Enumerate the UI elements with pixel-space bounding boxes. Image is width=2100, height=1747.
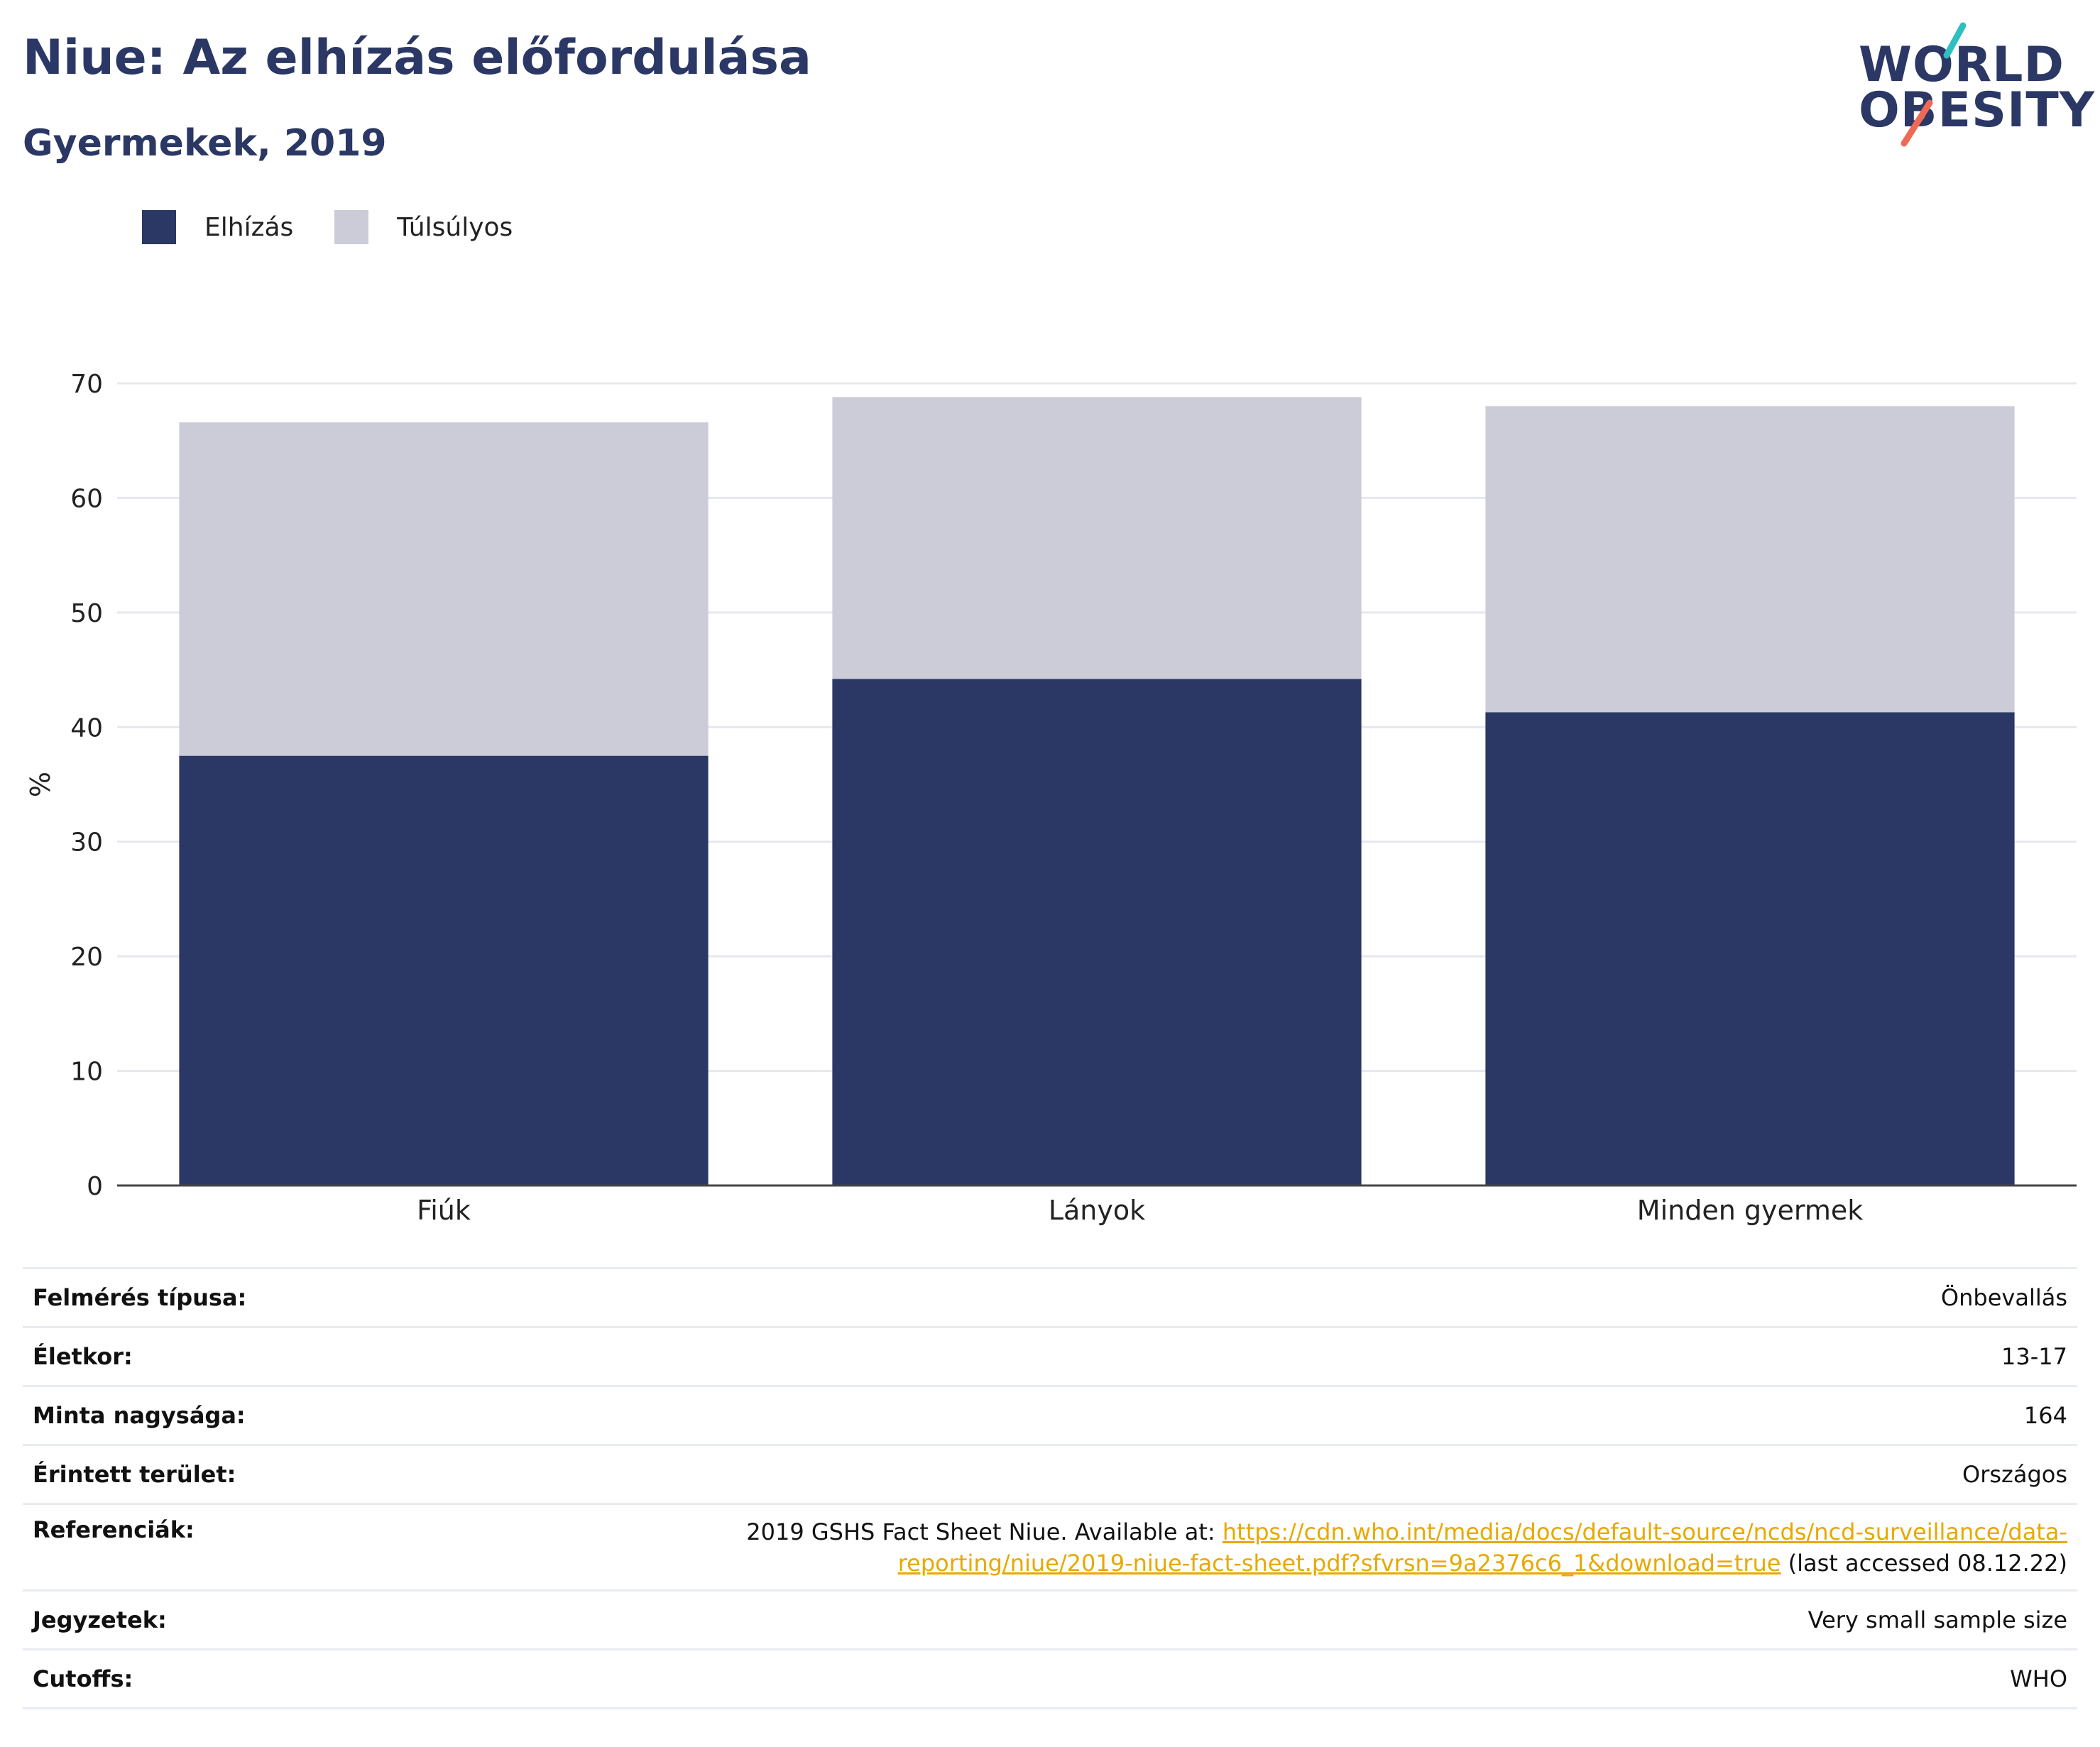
reference-link[interactable]: https://cdn.who.int/media/docs/default-s… <box>897 1518 2067 1577</box>
info-row-sample-size: Minta nagysága: 164 <box>23 1385 2077 1444</box>
info-row-cutoffs: Cutoffs: WHO <box>23 1648 2077 1709</box>
legend-item-obesity[interactable]: Elhízás <box>142 210 293 244</box>
bar-overweight <box>832 397 1362 679</box>
y-tick-label: 60 <box>70 484 103 513</box>
y-tick-label: 20 <box>70 943 103 972</box>
y-tick-label: 30 <box>70 828 103 858</box>
logo-slash-icon <box>1901 22 1967 147</box>
bar-overweight <box>179 422 709 756</box>
info-label: Életkor: <box>33 1343 133 1370</box>
info-label: Referenciák: <box>33 1516 195 1543</box>
info-value: Önbevallás <box>1940 1284 2067 1311</box>
info-row-notes: Jegyzetek: Very small sample size <box>23 1589 2077 1648</box>
x-tick-label: Lányok <box>1049 1195 1145 1226</box>
stacked-bar-chart: 0 10 20 30 40 50 60 70% Fiúk Lányok Minden gyermek <box>25 370 2077 1226</box>
survey-info-table: Felmérés típusa: Önbevallás Életkor: 13-… <box>23 1267 2077 1709</box>
bar-overweight <box>1485 406 2015 713</box>
legend-swatch-overweight <box>334 210 369 244</box>
y-tick-label: 70 <box>70 370 103 399</box>
chart-legend: Elhízás Túlsúlyos <box>142 210 554 244</box>
info-label: Jegyzetek: <box>33 1606 167 1633</box>
world-obesity-logo: WORLD OBESITY <box>1853 21 2094 153</box>
y-axis-label: % <box>25 772 56 797</box>
info-label: Felmérés típusa: <box>33 1284 247 1311</box>
legend-label-obesity: Elhízás <box>204 212 294 242</box>
page-title: Niue: Az elhízás előfordulása <box>23 30 811 86</box>
info-row-references: Referenciák: 2019 GSHS Fact Sheet Niue. … <box>23 1503 2077 1589</box>
page-subtitle: Gyermekek, 2019 <box>23 122 387 165</box>
bar-obesity <box>1485 712 2015 1185</box>
logo-text-world: WORLD <box>1859 37 2065 93</box>
x-tick-label: Minden gyermek <box>1637 1195 1863 1226</box>
info-value: 13-17 <box>2001 1343 2067 1370</box>
reference-text: 2019 GSHS Fact Sheet Niue. Available at:… <box>718 1516 2067 1579</box>
info-row-survey-type: Felmérés típusa: Önbevallás <box>23 1267 2077 1326</box>
x-tick-label: Fiúk <box>417 1195 471 1226</box>
info-label: Cutoffs: <box>33 1665 133 1692</box>
info-value: Országos <box>1962 1461 2067 1488</box>
legend-item-overweight[interactable]: Túlsúlyos <box>334 210 513 244</box>
info-value: Very small sample size <box>1808 1606 2067 1633</box>
reference-suffix: (last accessed 08.12.22) <box>1781 1550 2067 1577</box>
legend-swatch-obesity <box>142 210 176 244</box>
y-tick-label: 50 <box>70 599 103 628</box>
legend-label-overweight: Túlsúlyos <box>397 212 513 242</box>
info-label: Érintett terület: <box>33 1461 236 1488</box>
info-label: Minta nagysága: <box>33 1402 246 1429</box>
info-row-area: Érintett terület: Országos <box>23 1444 2077 1503</box>
y-tick-label: 40 <box>70 713 103 743</box>
bar-obesity <box>832 679 1362 1185</box>
info-value: WHO <box>2010 1665 2067 1692</box>
reference-prefix: 2019 GSHS Fact Sheet Niue. Available at: <box>746 1518 1223 1545</box>
info-row-age: Életkor: 13-17 <box>23 1326 2077 1385</box>
info-value: 164 <box>2023 1402 2067 1429</box>
y-tick-label: 10 <box>70 1058 103 1087</box>
y-tick-label: 0 <box>87 1172 103 1201</box>
logo-text-obesity: OBESITY <box>1859 82 2095 138</box>
bar-obesity <box>179 755 709 1185</box>
